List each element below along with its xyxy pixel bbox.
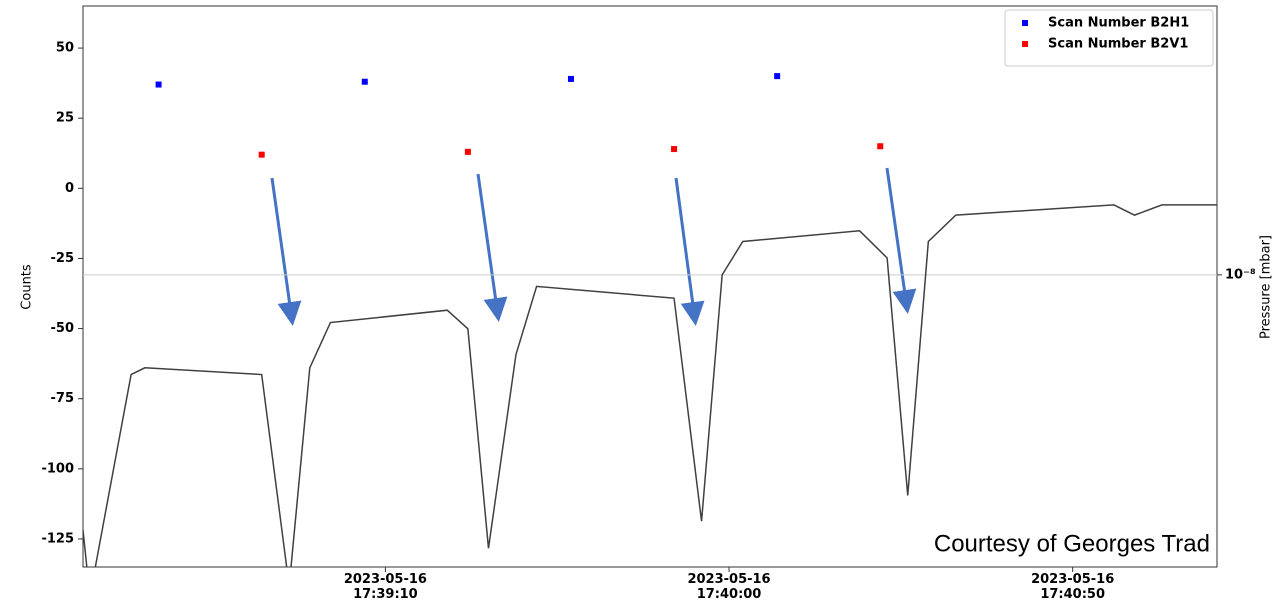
pressure-line <box>83 204 1217 567</box>
y-tick-label: -25 <box>51 251 75 266</box>
point <box>464 148 471 155</box>
legend-box <box>1004 9 1214 67</box>
arrow <box>885 167 917 314</box>
y-tick-label: -125 <box>41 531 74 546</box>
y-tick-label: 50 <box>56 41 74 56</box>
point <box>671 146 678 153</box>
arrow <box>476 173 508 322</box>
point <box>258 151 265 158</box>
y-tick-label: -100 <box>41 461 74 476</box>
y2-tick-label: 10⁻⁸ <box>1225 267 1256 282</box>
x-tick-label: 2023-05-16 17:39:10 <box>344 572 427 602</box>
legend-marker <box>1022 41 1028 47</box>
x-tick-label: 2023-05-16 17:40:50 <box>1031 572 1114 602</box>
y-tick-label: 0 <box>65 181 74 196</box>
y-tick-label: -50 <box>51 321 75 336</box>
point <box>774 73 781 80</box>
y-axis-label: Counts <box>20 264 35 310</box>
arrows <box>270 167 917 326</box>
point <box>877 143 884 150</box>
x-tick-label: 2023-05-16 17:40:00 <box>687 572 770 602</box>
arrow <box>270 177 302 326</box>
y-tick-label: -75 <box>51 391 75 406</box>
point <box>361 78 368 85</box>
legend-marker <box>1022 20 1028 26</box>
legend-label: Scan Number B2V1 <box>1048 37 1188 52</box>
point <box>567 75 574 82</box>
y2-axis-label: Pressure [mbar] <box>1259 235 1274 339</box>
point <box>155 81 162 88</box>
plot-frame <box>82 5 1218 568</box>
annotation: Courtesy of Georges Trad <box>934 530 1210 557</box>
arrow <box>674 177 705 326</box>
plot-area <box>83 73 1217 567</box>
y-tick-label: 25 <box>56 111 74 126</box>
legend-label: Scan Number B2H1 <box>1048 16 1189 31</box>
